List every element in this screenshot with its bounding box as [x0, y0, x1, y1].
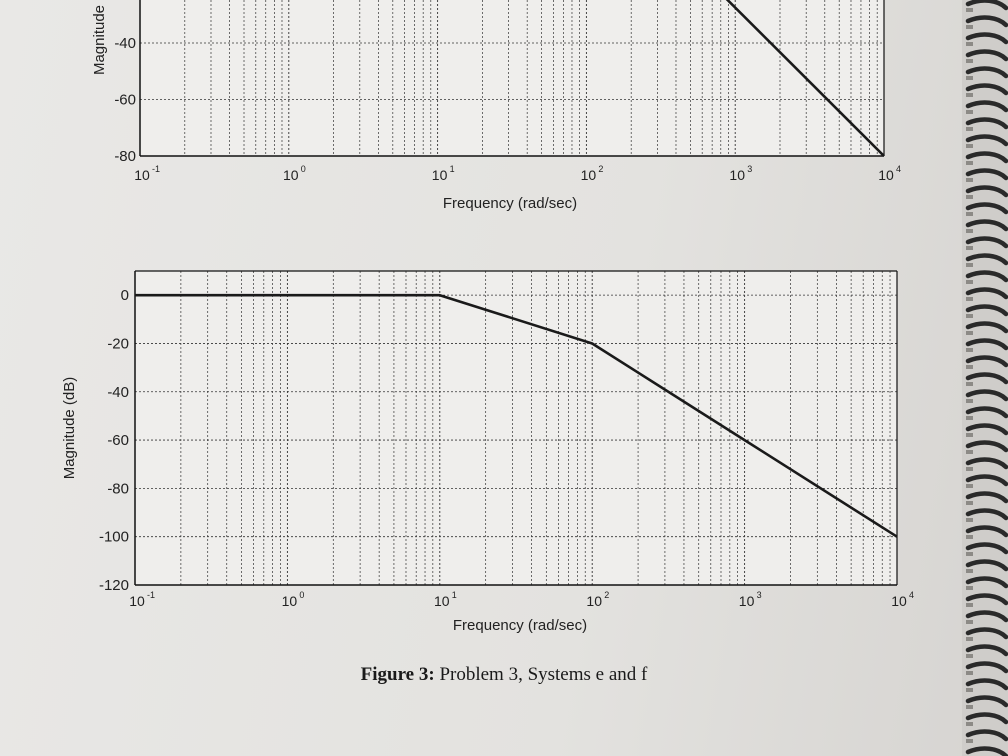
- x-tick-label: 10: [134, 167, 150, 183]
- top-plot: -40-60-8010 -1 10 0 10 1 10 2 10 3 10 4Frequency (r…: [91, 0, 901, 212]
- y-tick-label: -120: [99, 577, 129, 594]
- y-axis-label: Magnitude (dB): [61, 377, 78, 480]
- x-tick-exponent: 2: [604, 590, 609, 600]
- x-axis-label: Frequency (rad/sec): [453, 617, 587, 634]
- plot-area: [140, 0, 884, 156]
- y-tick-label: -40: [114, 35, 136, 52]
- x-tick-label: 10: [586, 593, 602, 609]
- x-tick-exponent: 3: [757, 590, 762, 600]
- x-tick-exponent: -1: [152, 164, 160, 174]
- x-tick-label: 10: [878, 167, 894, 183]
- x-axis-label: Frequency (rad/sec): [443, 195, 577, 212]
- x-tick-exponent: 1: [452, 590, 457, 600]
- y-tick-label: -60: [107, 432, 129, 449]
- x-tick-label: 10: [729, 167, 745, 183]
- caption-label: Figure 3:: [361, 664, 435, 685]
- x-tick-label: 10: [891, 593, 907, 609]
- y-axis-label: Magnitude: [91, 5, 108, 75]
- x-tick-label: 10: [282, 593, 298, 609]
- x-tick-label: 10: [739, 593, 755, 609]
- y-tick-label: -80: [114, 148, 136, 165]
- bottom-plot: 0-20-40-60-80-100-12010 -1 10 0 10 1 10 2 10 3 10 4…: [61, 271, 914, 634]
- y-tick-label: 0: [121, 287, 129, 304]
- x-tick-label: 10: [581, 167, 597, 183]
- x-tick-exponent: 4: [909, 590, 914, 600]
- y-tick-label: -20: [107, 335, 129, 352]
- x-tick-exponent: 1: [450, 164, 455, 174]
- y-tick-label: -100: [99, 529, 129, 546]
- caption-text: Problem 3, Systems e and f: [439, 664, 647, 685]
- y-tick-label: -80: [107, 480, 129, 497]
- x-tick-exponent: 0: [299, 590, 304, 600]
- x-tick-exponent: 0: [301, 164, 306, 174]
- x-tick-exponent: 4: [896, 164, 901, 174]
- y-tick-label: -40: [107, 384, 129, 401]
- x-tick-label: 10: [129, 593, 145, 609]
- x-tick-label: 10: [283, 167, 299, 183]
- x-tick-exponent: 2: [598, 164, 603, 174]
- x-tick-label: 10: [432, 167, 448, 183]
- y-tick-label: -60: [114, 92, 136, 109]
- x-tick-exponent: -1: [147, 590, 155, 600]
- x-tick-label: 10: [434, 593, 450, 609]
- figure-caption: Figure 3: Problem 3, Systems e and f: [0, 664, 1008, 686]
- x-tick-exponent: 3: [747, 164, 752, 174]
